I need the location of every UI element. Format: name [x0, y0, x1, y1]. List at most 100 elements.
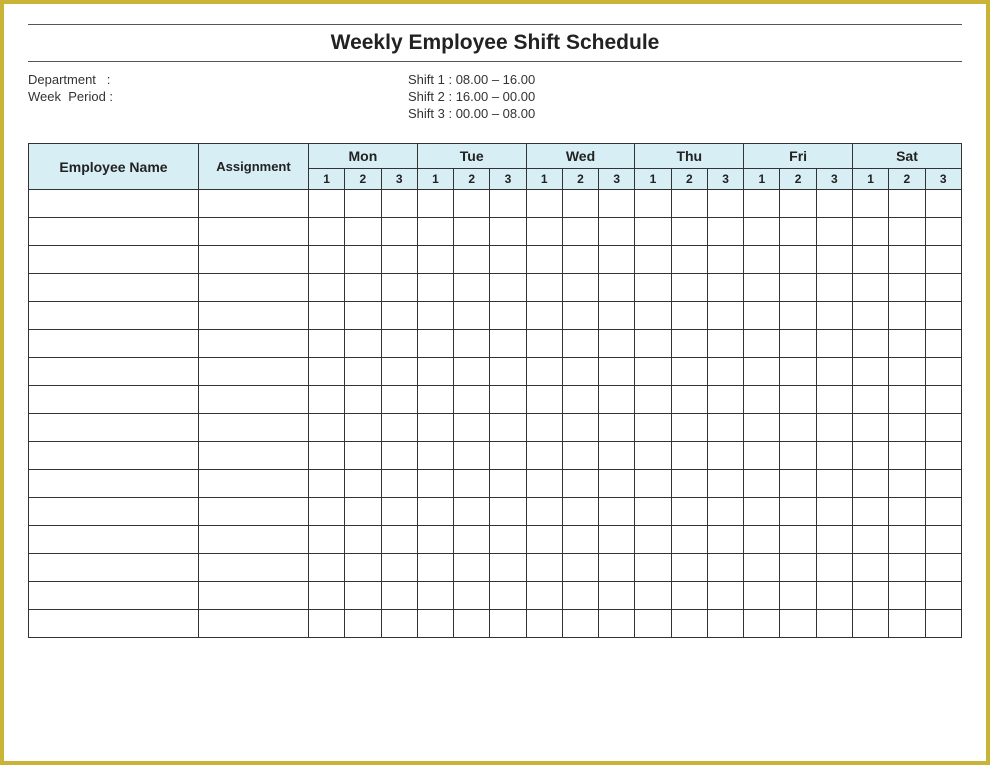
table-cell [417, 414, 453, 442]
table-cell [417, 302, 453, 330]
table-cell [744, 302, 780, 330]
table-cell [780, 246, 816, 274]
table-cell [490, 610, 526, 638]
table-cell [309, 414, 345, 442]
table-cell [744, 246, 780, 274]
table-cell [599, 498, 635, 526]
table-cell [381, 274, 417, 302]
table-cell [490, 526, 526, 554]
table-cell [852, 442, 888, 470]
table-cell [889, 610, 925, 638]
table-cell [852, 218, 888, 246]
table-cell [417, 274, 453, 302]
table-cell [889, 470, 925, 498]
table-cell [526, 414, 562, 442]
table-cell [381, 470, 417, 498]
table-cell [562, 218, 598, 246]
table-cell [671, 414, 707, 442]
table-cell [744, 414, 780, 442]
table-cell [707, 302, 743, 330]
table-cell [780, 498, 816, 526]
table-cell [29, 246, 199, 274]
table-cell [599, 386, 635, 414]
table-cell [780, 330, 816, 358]
table-cell [852, 246, 888, 274]
table-cell [816, 610, 852, 638]
shift-header: 3 [707, 169, 743, 190]
table-cell [454, 358, 490, 386]
table-cell [889, 218, 925, 246]
table-cell [490, 470, 526, 498]
table-cell [889, 190, 925, 218]
table-cell [671, 470, 707, 498]
table-row [29, 302, 962, 330]
table-cell [526, 274, 562, 302]
shift-header: 2 [562, 169, 598, 190]
table-cell [635, 554, 671, 582]
day-header-thu: Thu [635, 144, 744, 169]
table-cell [29, 330, 199, 358]
table-cell [599, 442, 635, 470]
shift-header: 3 [490, 169, 526, 190]
table-cell [925, 470, 961, 498]
table-cell [345, 582, 381, 610]
table-cell [29, 470, 199, 498]
shift-header: 3 [599, 169, 635, 190]
table-cell [889, 442, 925, 470]
table-cell [199, 302, 309, 330]
table-cell [526, 190, 562, 218]
table-cell [417, 190, 453, 218]
table-cell [707, 330, 743, 358]
table-cell [29, 386, 199, 414]
table-cell [707, 386, 743, 414]
table-row [29, 526, 962, 554]
table-cell [309, 554, 345, 582]
table-cell [454, 610, 490, 638]
table-cell [454, 498, 490, 526]
table-cell [707, 414, 743, 442]
info-row-3: Shift 3 : 00.00 – 08.00 [28, 106, 962, 121]
table-cell [816, 582, 852, 610]
table-cell [635, 274, 671, 302]
day-header-wed: Wed [526, 144, 635, 169]
table-cell [490, 582, 526, 610]
table-cell [417, 554, 453, 582]
table-row [29, 582, 962, 610]
table-cell [490, 190, 526, 218]
table-cell [417, 330, 453, 358]
table-cell [490, 442, 526, 470]
table-cell [889, 386, 925, 414]
table-cell [744, 554, 780, 582]
table-cell [744, 610, 780, 638]
table-cell [381, 442, 417, 470]
table-cell [599, 414, 635, 442]
table-cell [490, 386, 526, 414]
table-cell [635, 302, 671, 330]
table-cell [635, 582, 671, 610]
day-header-tue: Tue [417, 144, 526, 169]
table-cell [381, 218, 417, 246]
table-cell [309, 470, 345, 498]
table-cell [562, 610, 598, 638]
table-row [29, 414, 962, 442]
shift-header: 3 [925, 169, 961, 190]
table-header: Employee Name Assignment Mon Tue Wed Thu… [29, 144, 962, 190]
table-cell [417, 526, 453, 554]
table-cell [417, 470, 453, 498]
table-cell [816, 442, 852, 470]
table-row [29, 610, 962, 638]
table-cell [454, 526, 490, 554]
table-row [29, 358, 962, 386]
table-cell [707, 610, 743, 638]
table-row [29, 554, 962, 582]
table-cell [816, 526, 852, 554]
table-cell [490, 218, 526, 246]
page-frame: Weekly Employee Shift Schedule Departmen… [0, 0, 990, 765]
table-cell [29, 190, 199, 218]
table-cell [381, 554, 417, 582]
table-cell [780, 582, 816, 610]
assignment-header: Assignment [199, 144, 309, 190]
table-row [29, 442, 962, 470]
table-cell [562, 554, 598, 582]
table-cell [199, 358, 309, 386]
